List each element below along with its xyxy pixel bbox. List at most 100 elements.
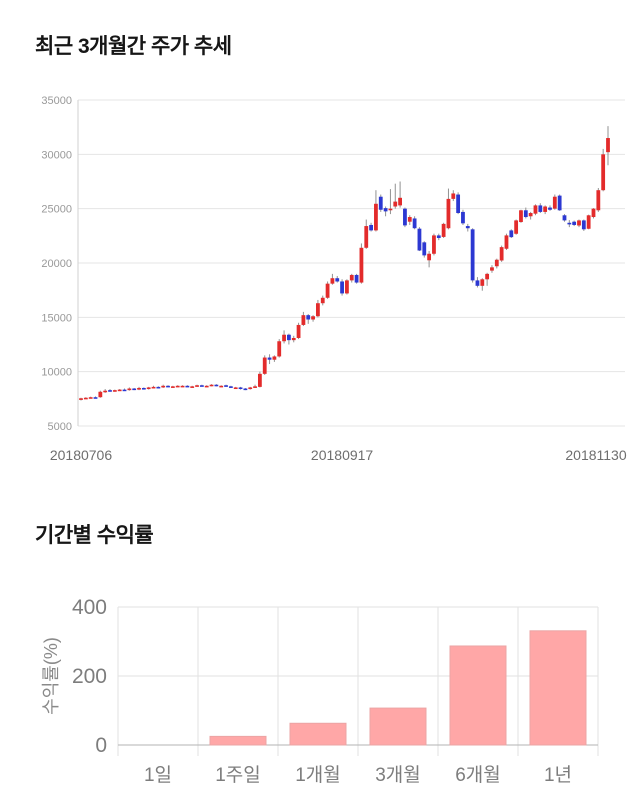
candle <box>586 215 591 229</box>
candle <box>441 223 446 237</box>
candle <box>127 388 132 391</box>
candle <box>446 198 451 229</box>
candle <box>572 221 577 225</box>
candle <box>606 138 610 153</box>
returns-x-tick: 1개월 <box>295 764 341 786</box>
candle <box>262 357 267 374</box>
return-bar <box>369 707 427 746</box>
candle <box>552 196 557 209</box>
candle <box>349 274 354 281</box>
candle <box>436 235 441 239</box>
candle <box>277 341 282 357</box>
candle <box>253 386 257 388</box>
candle <box>257 373 262 387</box>
candle <box>354 274 359 283</box>
candle <box>557 195 562 211</box>
candle <box>490 267 494 271</box>
returns-x-tick: 3개월 <box>375 764 421 786</box>
candle <box>601 154 606 191</box>
candle <box>224 385 228 387</box>
candle <box>141 387 146 390</box>
candle <box>238 387 243 390</box>
candle <box>291 337 296 341</box>
candle <box>316 303 320 317</box>
candle <box>374 203 378 231</box>
candle <box>494 259 499 267</box>
candle <box>465 226 470 229</box>
price-x-tick: 20180706 <box>50 447 113 463</box>
candle <box>591 208 596 218</box>
candle <box>509 230 514 238</box>
candle <box>461 211 465 224</box>
candle <box>233 387 238 390</box>
candle <box>427 253 432 261</box>
candle <box>533 205 538 214</box>
candle <box>514 220 519 234</box>
candle <box>190 386 195 388</box>
price-y-tick: 25000 <box>41 204 72 216</box>
price-x-tick: 20180917 <box>311 447 374 463</box>
candle <box>282 334 286 342</box>
candle <box>383 208 388 212</box>
candle <box>432 235 436 254</box>
candle <box>359 247 364 283</box>
price-y-tick: 20000 <box>41 258 72 270</box>
candle <box>388 208 393 211</box>
candle <box>325 283 330 298</box>
candle <box>301 315 306 325</box>
candle <box>170 386 175 388</box>
candle <box>146 387 151 390</box>
price-y-tick: 35000 <box>41 95 72 107</box>
return-bar <box>209 735 267 746</box>
candle <box>581 220 586 230</box>
returns-x-tick: 1년 <box>544 764 572 786</box>
candle <box>243 388 248 391</box>
candle <box>345 280 349 294</box>
candle <box>132 388 137 391</box>
candle <box>214 384 219 387</box>
returns-x-tick: 1일 <box>144 764 172 786</box>
price-y-tick: 30000 <box>41 149 72 161</box>
candle <box>296 324 301 338</box>
candle <box>407 217 412 222</box>
candle <box>412 218 417 229</box>
returns-chart-title: 기간별 수익률 <box>35 524 154 547</box>
candle <box>330 278 335 284</box>
returns-bar-chart: 400 200 0 1일 1주일 1개월 3개월 6개월 1년 수익률(%) <box>41 596 599 786</box>
price-chart-title: 최근 3개월간 주가 추세 <box>35 35 232 58</box>
candle <box>175 385 180 388</box>
candle <box>451 193 456 199</box>
price-y-tick: 5000 <box>48 421 72 433</box>
returns-x-tick: 6개월 <box>455 764 501 786</box>
candle <box>320 297 325 304</box>
candle <box>306 315 311 320</box>
candle <box>98 391 103 398</box>
candle <box>103 390 108 393</box>
candle <box>112 390 117 392</box>
candle <box>480 279 485 286</box>
price-x-tick: 20181130 <box>565 447 626 463</box>
candle <box>528 213 533 217</box>
candle <box>456 194 461 214</box>
candle <box>485 273 490 280</box>
candle <box>286 334 291 341</box>
candle <box>543 206 548 212</box>
candle <box>161 385 166 388</box>
candle <box>248 387 253 390</box>
returns-y-tick: 400 <box>72 596 107 619</box>
candle <box>596 190 601 211</box>
candle <box>185 385 190 388</box>
candle <box>311 316 315 320</box>
return-bar <box>449 645 507 746</box>
candle <box>272 356 277 360</box>
candle <box>122 389 127 392</box>
candle <box>93 397 98 399</box>
candle <box>79 398 83 400</box>
candle <box>403 208 407 226</box>
returns-y-tick: 200 <box>72 665 107 688</box>
candle <box>83 397 88 400</box>
return-bar <box>529 630 587 746</box>
candle <box>378 196 383 210</box>
candle <box>393 201 398 207</box>
candle <box>335 278 340 282</box>
